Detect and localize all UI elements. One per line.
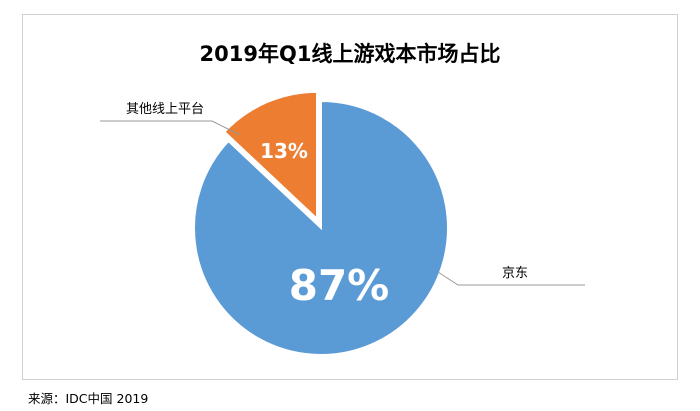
- pie-slice-other-platforms: [223, 90, 319, 222]
- data-label-other-platforms: 13%: [260, 139, 308, 163]
- chart-title: 2019年Q1线上游戏本市场占比: [199, 42, 501, 66]
- leader-line-jingdong: [437, 271, 585, 286]
- leader-line-other-platforms: [100, 120, 241, 136]
- pie-slice-jingdong: [193, 99, 449, 356]
- category-label-jingdong: 京东: [502, 266, 528, 281]
- category-label-other-platforms: 其他线上平台: [126, 102, 204, 117]
- data-label-jingdong: 87%: [289, 261, 390, 310]
- source-note: 来源：IDC中国 2019: [28, 391, 149, 406]
